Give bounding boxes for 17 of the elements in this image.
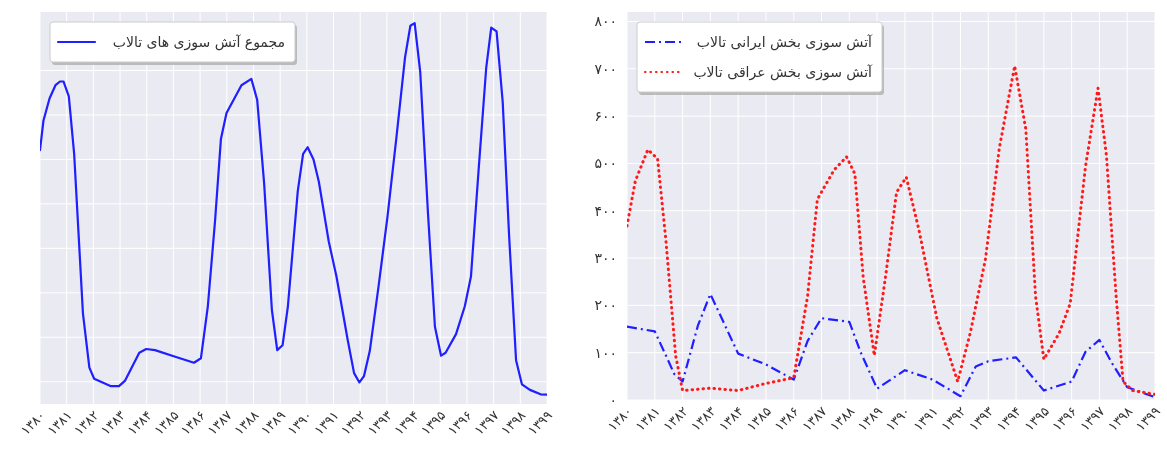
y-tick-label: ۸۰۰ [594,13,617,30]
legend: مجموع آتش سوزی های تالاب [49,21,297,65]
y-tick-label: ۷۰۰ [594,60,617,77]
line-series [627,64,1155,396]
legend-label: آتش سوزی بخش عراقی تالاب [693,64,874,81]
legend-label: مجموع آتش سوزی های تالاب [112,34,285,51]
x-tick-label: ۱۳۹۶ [1049,403,1080,434]
y-tick-label: ۲۰۰ [594,297,617,314]
x-tick-label: ۱۳۸۷ [799,403,830,434]
legend-label: آتش سوزی بخش ایرانی تالاب [696,34,874,51]
y-tick-label: ۱۰۰ [594,344,617,361]
y-tick-label: ۶۰۰ [594,108,617,125]
y-tick-label: ۵۰۰ [594,155,617,172]
x-tick-label: ۱۳۹۲ [938,403,969,434]
y-tick-label: ۳۰۰ [594,250,617,267]
y-tick-label: ۴۰۰ [594,202,617,219]
x-tick-label: ۱۳۸۲ [660,403,691,434]
